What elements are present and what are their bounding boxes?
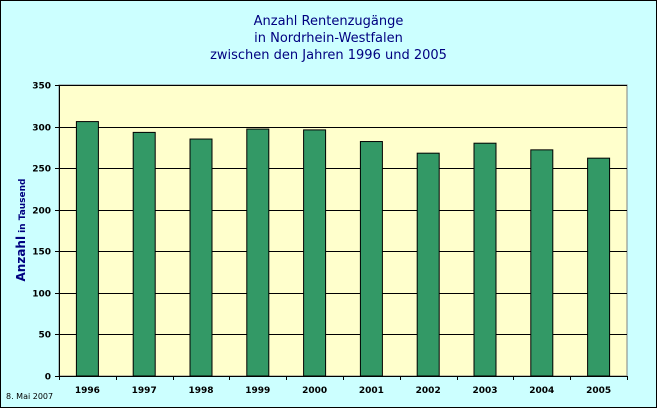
- chart-title: Anzahl Rentenzugänge in Nordrhein-Westfa…: [0, 13, 657, 64]
- y-tick-label: 150: [32, 248, 51, 258]
- chart-title-line-1: Anzahl Rentenzugänge: [253, 14, 404, 29]
- y-tick-label: 350: [32, 82, 51, 92]
- x-tick-label: 2005: [586, 386, 611, 396]
- bar: [189, 138, 213, 377]
- bar: [359, 141, 383, 377]
- x-axis-ticks: 1996 1997 1998 1999 2000 2001 2002 2003 2004 2005: [59, 376, 628, 396]
- bar: [587, 157, 611, 377]
- x-tick-label: 2004: [529, 386, 554, 396]
- x-tick-label: 2001: [359, 386, 384, 396]
- y-axis-label-main: Anzahl: [14, 236, 28, 282]
- chart-title-line-2: in Nordrhein-Westfalen: [254, 31, 403, 46]
- y-tick-label: 250: [32, 165, 51, 175]
- bar: [75, 121, 99, 377]
- y-tick-label: 200: [32, 207, 51, 217]
- x-tick-label: 2002: [416, 386, 441, 396]
- bar: [246, 128, 270, 377]
- y-tick-label: 300: [32, 124, 51, 134]
- bar: [303, 129, 327, 377]
- y-axis-ticks: 0 50 100 150 200 250 300 350: [32, 82, 59, 383]
- x-tick-label: 2003: [472, 386, 497, 396]
- bar: [132, 131, 156, 377]
- x-tick-label: 1999: [245, 386, 270, 396]
- bar: [416, 152, 440, 377]
- x-tick-label: 1996: [75, 386, 100, 396]
- chart-title-line-3: zwischen den Jahren 1996 und 2005: [210, 48, 447, 63]
- y-axis-label-unit: in Tausend: [18, 179, 28, 233]
- bar: [473, 142, 497, 377]
- bars: [75, 121, 611, 377]
- footer-date: 8. Mai 2007: [6, 392, 54, 401]
- bar: [530, 149, 554, 377]
- x-tick-label: 1997: [132, 386, 157, 396]
- x-tick-label: 1998: [188, 386, 213, 396]
- y-tick-label: 100: [32, 290, 51, 300]
- y-tick-label: 50: [38, 331, 51, 341]
- y-tick-label: 0: [45, 373, 51, 383]
- x-tick-label: 2000: [302, 386, 327, 396]
- y-axis-label: Anzahl in Tausend: [14, 179, 28, 282]
